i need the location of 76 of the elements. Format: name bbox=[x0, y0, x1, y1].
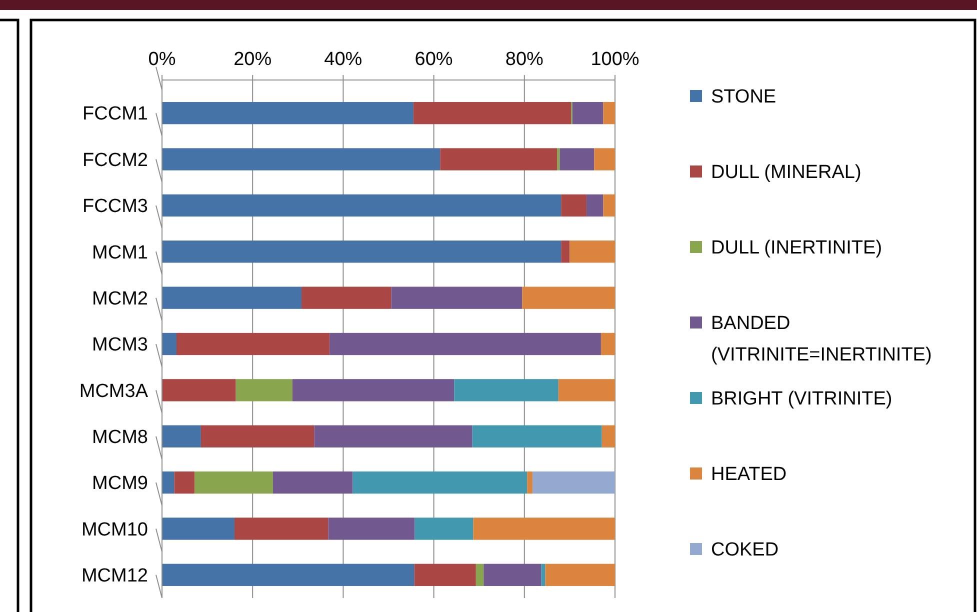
bar bbox=[272, 471, 353, 494]
bar bbox=[162, 332, 176, 356]
bar bbox=[234, 518, 328, 540]
bar bbox=[176, 332, 330, 356]
y-tick-label: MCM2 bbox=[92, 288, 148, 310]
bar bbox=[557, 148, 560, 170]
bar bbox=[292, 379, 454, 402]
bar bbox=[594, 148, 615, 170]
legend-label: BRIGHT (VITRINITE) bbox=[711, 388, 892, 410]
bar bbox=[602, 425, 615, 448]
bar bbox=[352, 471, 528, 494]
bar bbox=[586, 194, 604, 217]
bar bbox=[414, 518, 474, 540]
y-tick-label: MCM12 bbox=[81, 566, 148, 587]
bar bbox=[561, 240, 570, 263]
bar bbox=[314, 425, 472, 448]
bar bbox=[162, 518, 234, 540]
bar bbox=[162, 148, 440, 170]
bar bbox=[414, 564, 476, 586]
legend-label: DULL (INERTINITE) bbox=[711, 238, 882, 259]
y-tick-label: MCM1 bbox=[92, 242, 148, 264]
legend-label: BANDED (VITRINITE=INERTINITE) bbox=[711, 313, 932, 366]
x-tick-label: 80% bbox=[505, 49, 544, 70]
legend-label: DULL (MINERAL) bbox=[711, 162, 862, 184]
bar bbox=[532, 471, 615, 494]
bar bbox=[570, 240, 615, 263]
bar bbox=[560, 148, 594, 170]
bar bbox=[162, 286, 302, 309]
bar bbox=[572, 102, 604, 124]
legend-label: COKED bbox=[711, 540, 779, 561]
x-tick-label: 60% bbox=[414, 49, 453, 70]
bar bbox=[522, 286, 615, 309]
y-tick-label: FCCM3 bbox=[82, 196, 148, 218]
bar bbox=[545, 564, 615, 586]
x-tick-label: 100% bbox=[590, 49, 640, 70]
y-tick-label: MCM9 bbox=[92, 473, 148, 494]
bar bbox=[200, 425, 314, 448]
bar bbox=[473, 518, 615, 540]
bar bbox=[162, 425, 201, 448]
bar bbox=[162, 194, 562, 217]
y-tick-label: MCM3 bbox=[92, 334, 148, 356]
y-tick-label: FCCM2 bbox=[82, 150, 148, 171]
bar bbox=[484, 564, 542, 586]
bar bbox=[162, 471, 174, 494]
bar bbox=[194, 471, 273, 494]
bar bbox=[328, 518, 415, 540]
x-tick-label: 40% bbox=[324, 49, 362, 70]
y-tick-label: MCM8 bbox=[92, 427, 148, 448]
legend-label: STONE bbox=[711, 86, 776, 108]
bar bbox=[440, 148, 558, 170]
y-tick-label: FCCM1 bbox=[82, 104, 148, 125]
y-tick-label: MCM10 bbox=[81, 519, 148, 540]
legend-label: HEATED bbox=[711, 464, 787, 486]
bar bbox=[162, 102, 414, 124]
bar bbox=[330, 332, 601, 356]
bar bbox=[527, 471, 533, 494]
x-tick-label: 0% bbox=[148, 49, 176, 70]
bar bbox=[603, 102, 615, 124]
bar bbox=[162, 379, 236, 402]
bar bbox=[603, 194, 615, 217]
bar bbox=[236, 379, 292, 402]
x-tick-label: 20% bbox=[234, 49, 272, 70]
bar bbox=[472, 425, 602, 448]
bar bbox=[600, 332, 615, 356]
y-tick-label: MCM3A bbox=[79, 380, 148, 402]
bar bbox=[476, 564, 484, 586]
bar bbox=[561, 194, 586, 217]
bar bbox=[162, 564, 414, 586]
bar bbox=[391, 286, 522, 309]
bar bbox=[541, 564, 546, 586]
bar bbox=[454, 379, 558, 402]
bar bbox=[413, 102, 572, 124]
bar bbox=[302, 286, 392, 309]
bar bbox=[162, 240, 562, 263]
bar bbox=[558, 379, 615, 402]
bar bbox=[174, 471, 195, 494]
